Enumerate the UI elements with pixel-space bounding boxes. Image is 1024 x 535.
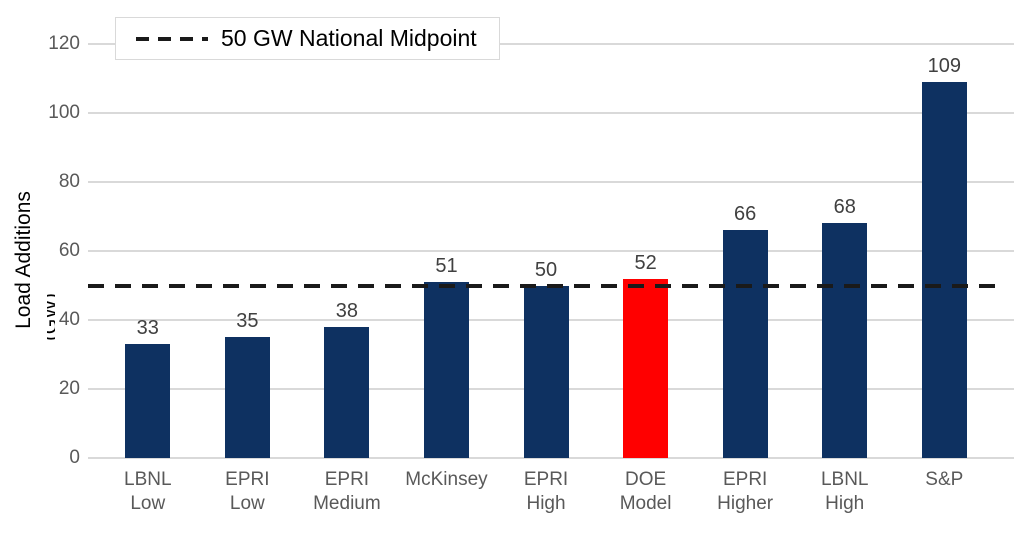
x-axis-label: S&P bbox=[925, 469, 964, 490]
bar-highlighted bbox=[623, 278, 669, 458]
bar-value-label: 109 bbox=[927, 54, 961, 77]
legend-label: 50 GW National Midpoint bbox=[221, 25, 477, 51]
x-axis-label: LBNL High bbox=[820, 469, 869, 514]
x-axis-label: EPRI Higher bbox=[717, 469, 774, 514]
gridline-60 bbox=[88, 250, 1014, 252]
x-axis-label: DOE Model bbox=[619, 469, 672, 514]
bar bbox=[125, 344, 171, 458]
bar bbox=[224, 337, 270, 458]
legend: 50 GW National Midpoint bbox=[115, 17, 500, 60]
bar bbox=[921, 81, 967, 458]
y-tick-label-60: 60 bbox=[58, 240, 80, 261]
bar bbox=[822, 223, 868, 458]
bar-value-label: 38 bbox=[335, 299, 359, 322]
bar-value-label: 66 bbox=[734, 203, 757, 226]
bar-slot: 109 bbox=[895, 55, 995, 458]
bar-slot: 66 bbox=[695, 203, 795, 458]
y-tick-label-80: 80 bbox=[58, 171, 80, 192]
bar-slot: 52 bbox=[596, 252, 696, 458]
x-axis-labels: LBNL Low EPRI Low EPRI Medium McKinsey EPRI … bbox=[98, 468, 994, 516]
gridline-80 bbox=[88, 181, 1014, 183]
bar-slot: 38 bbox=[297, 300, 397, 458]
gridline-100 bbox=[88, 112, 1014, 114]
bar-value-label: 50 bbox=[534, 258, 558, 281]
y-tick-label-40: 40 bbox=[58, 309, 80, 330]
x-axis-label: EPRI High bbox=[523, 469, 569, 514]
x-axis-label: LBNL Low bbox=[124, 469, 172, 514]
y-tick-label-0: 0 bbox=[69, 447, 80, 468]
bar bbox=[324, 326, 370, 458]
bar-value-label: 52 bbox=[634, 251, 657, 274]
gridline-120 bbox=[88, 43, 1014, 45]
dashed-line-swatch bbox=[136, 36, 208, 41]
gridline-0 bbox=[88, 457, 1014, 459]
bar-slot: 33 bbox=[98, 317, 198, 458]
bar bbox=[423, 282, 469, 458]
bars-area: 33 35 38 51 50 52 66 68 109 bbox=[98, 44, 994, 458]
bar bbox=[722, 230, 768, 458]
bar-slot: 50 bbox=[496, 258, 596, 458]
y-tick-label-20: 20 bbox=[58, 378, 80, 399]
y-tick-label-120: 120 bbox=[48, 33, 80, 54]
x-axis-label: EPRI Low bbox=[225, 469, 270, 514]
x-axis-label: EPRI Medium bbox=[313, 469, 381, 514]
bar bbox=[523, 285, 569, 458]
bar-value-label: 68 bbox=[833, 196, 856, 219]
bar-slot: 35 bbox=[198, 310, 298, 458]
bar-slot: 51 bbox=[397, 255, 497, 458]
bar-value-label: 35 bbox=[236, 310, 259, 333]
bar-value-label: 51 bbox=[435, 255, 458, 278]
x-axis-label: McKinsey bbox=[405, 469, 488, 490]
y-tick-label-100: 100 bbox=[48, 102, 80, 123]
midpoint-dashed-line bbox=[88, 283, 1004, 288]
bar-value-label: 33 bbox=[136, 317, 159, 340]
bar-slot: 68 bbox=[795, 196, 895, 458]
